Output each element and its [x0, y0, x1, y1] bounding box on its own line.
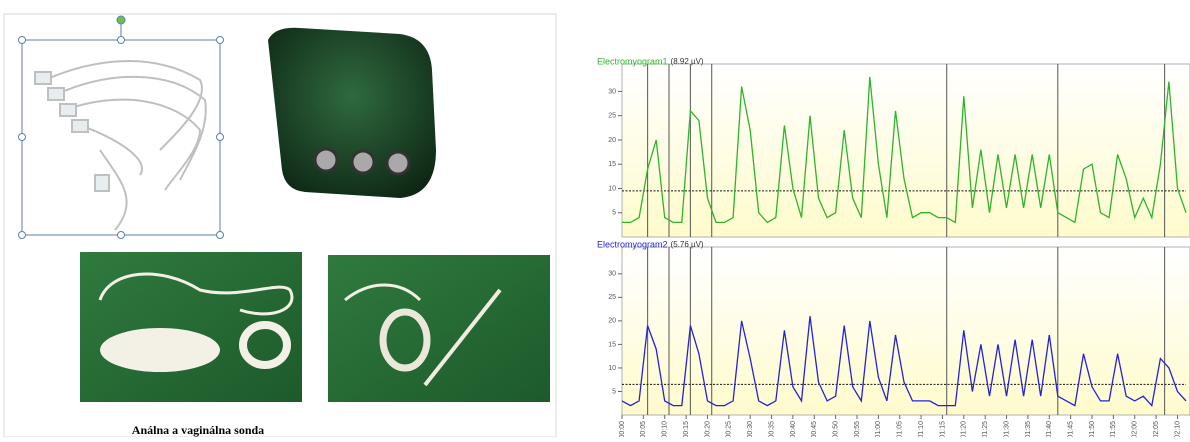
y-tick-label: 15: [608, 341, 616, 348]
y-tick-label: 10: [608, 365, 616, 372]
x-tick-label: 00:45: [811, 421, 818, 437]
plot-background: [622, 247, 1190, 415]
caption: Análna a vaginálna sonda: [132, 423, 264, 437]
x-tick-label: 02:00: [1132, 421, 1139, 437]
y-tick-label: 30: [608, 271, 616, 278]
x-tick-label: 01:40: [1046, 421, 1053, 437]
y-tick-label: 10: [608, 185, 616, 192]
x-tick-label: 00:05: [640, 421, 647, 437]
x-tick-label: 01:10: [918, 421, 925, 437]
chart-subtitle: (8.92 µV): [671, 57, 704, 66]
y-tick-label: 5: [612, 388, 616, 395]
x-tick-label: 02:10: [1174, 421, 1181, 437]
x-tick-label: 00:00: [619, 421, 626, 437]
x-tick-label: 01:20: [961, 421, 968, 437]
x-tick-label: 01:45: [1067, 421, 1074, 437]
screenshot: Análna a vaginálna sonda Electromyogram1…: [0, 0, 1190, 437]
x-tick-label: 00:15: [683, 421, 690, 437]
x-tick-label: 00:20: [704, 421, 711, 437]
chart-title: Electromyogram2: [597, 239, 668, 249]
x-tick-label: 00:35: [768, 421, 775, 437]
chart-title: Electromyogram1: [597, 56, 668, 66]
x-tick-label: 00:40: [790, 421, 797, 437]
x-tick-label: 00:25: [726, 421, 733, 437]
plot-background: [622, 64, 1190, 237]
y-tick-label: 5: [612, 210, 616, 217]
x-tick-label: 00:55: [854, 421, 861, 437]
x-tick-label: 01:30: [1003, 421, 1010, 437]
y-tick-label: 15: [608, 161, 616, 168]
chart: Electromyogram2(5.76 µV) 5 10 15 20 25 30 00:00…: [597, 239, 1190, 437]
x-tick-label: 02:05: [1153, 421, 1160, 437]
page: {"document": {"caption": "Análna a vagin…: [0, 0, 1190, 437]
x-tick-label: 01:00: [875, 421, 882, 437]
x-tick-label: 01:50: [1089, 421, 1096, 437]
x-tick-label: 01:35: [1025, 421, 1032, 437]
y-tick-label: 25: [608, 294, 616, 301]
y-tick-label: 30: [608, 88, 616, 95]
y-tick-label: 20: [608, 318, 616, 325]
chart: Electromyogram1(8.92 µV) 5 10 15 20 25 30: [597, 56, 1190, 237]
probe-image-2: [328, 255, 550, 402]
x-tick-label: 00:30: [747, 421, 754, 437]
x-tick-label: 01:05: [897, 421, 904, 437]
x-tick-label: 01:25: [982, 421, 989, 437]
y-tick-label: 25: [608, 113, 616, 120]
chart-subtitle: (5.76 µV): [671, 240, 704, 249]
probe-image-1: [80, 252, 302, 402]
y-tick-label: 20: [608, 137, 616, 144]
x-tick-label: 00:50: [832, 421, 839, 437]
device-image: [268, 28, 436, 198]
x-tick-label: 01:55: [1110, 421, 1117, 437]
x-tick-label: 00:10: [662, 421, 669, 437]
x-tick-label: 01:15: [939, 421, 946, 437]
